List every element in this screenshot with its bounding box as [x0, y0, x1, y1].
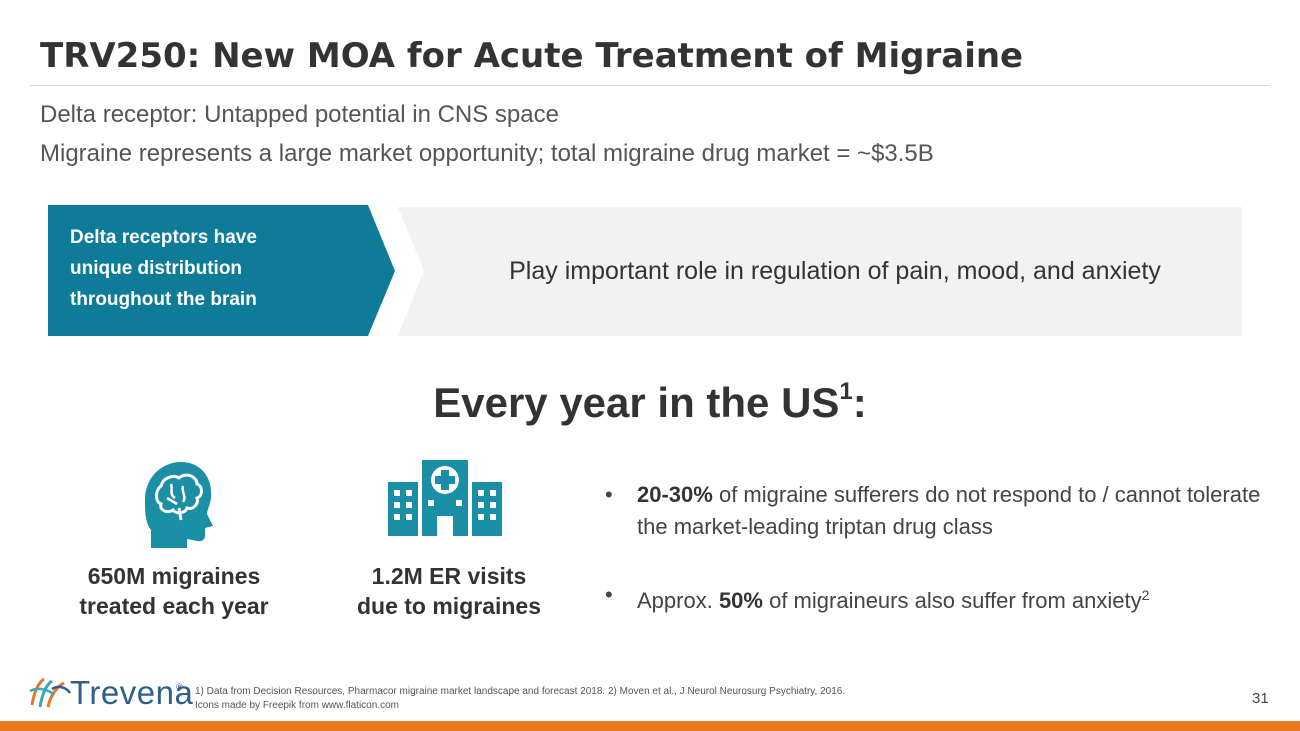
bullet-item: • 20-30% of migraine sufferers do not re…: [605, 479, 1265, 543]
bullet-marker: •: [605, 582, 613, 607]
stat-migraines: 650M migraines treated each year: [54, 561, 294, 621]
slide-title: TRV250: New MOA for Acute Treatment of M…: [40, 36, 1024, 76]
footnote-line: 1) Data from Decision Resources, Pharmac…: [195, 686, 846, 697]
heading-text: Every year in the US: [433, 379, 840, 426]
bullet-list: • 20-30% of migraine sufferers do not re…: [605, 479, 1265, 617]
stat-line: due to migraines: [356, 593, 542, 619]
heading-suffix: :: [852, 379, 867, 426]
banner-panel: [398, 207, 1242, 336]
stat-line: 1.2M ER visits: [371, 563, 527, 589]
title-divider: [30, 85, 1270, 86]
head-brain-icon: [145, 462, 213, 548]
bullet-footnote-ref: 2: [1141, 587, 1150, 603]
bullet-text: of migraineurs also suffer from anxiety: [762, 588, 1142, 613]
section-heading: Every year in the US1:: [300, 378, 1000, 427]
footnote-line: Icons made by Freepik from www.flaticon.…: [195, 700, 399, 711]
chevron-line: throughout the brain: [70, 289, 257, 310]
stat-line: 650M migraines: [87, 563, 261, 589]
bullet-marker: •: [605, 482, 613, 507]
footnotes: 1) Data from Decision Resources, Pharmac…: [195, 685, 845, 713]
logo-registered-mark: ®: [176, 682, 183, 692]
subtitle-2: Migraine represents a large market oppor…: [40, 140, 934, 167]
hospital-icon: [388, 460, 502, 536]
trevena-logo-icon: [29, 677, 72, 708]
chevron-line: unique distribution: [70, 258, 243, 279]
stat-line: treated each year: [79, 593, 269, 619]
heading-footnote-ref: 1: [839, 378, 853, 405]
stat-er-visits: 1.2M ER visits due to migraines: [329, 561, 569, 621]
subtitle-1: Delta receptor: Untapped potential in CN…: [40, 101, 559, 128]
bullet-text: of migraine sufferers do not respond to …: [637, 482, 1261, 539]
page-number: 31: [1252, 690, 1269, 707]
chevron-text: Delta receptors have unique distribution…: [70, 222, 370, 315]
bullet-bold: 20-30%: [637, 482, 713, 507]
banner-description: Play important role in regulation of pai…: [509, 257, 1161, 285]
logo-wordmark: Trevena: [70, 674, 194, 711]
bottom-accent-bar: [0, 721, 1300, 731]
chevron-line: Delta receptors have: [70, 227, 257, 248]
bullet-prefix: Approx.: [637, 588, 719, 613]
banner-chevron: [48, 205, 395, 336]
bullet-bold: 50%: [718, 588, 763, 613]
bullet-item: • Approx. 50% of migraineurs also suffer…: [605, 579, 1265, 617]
